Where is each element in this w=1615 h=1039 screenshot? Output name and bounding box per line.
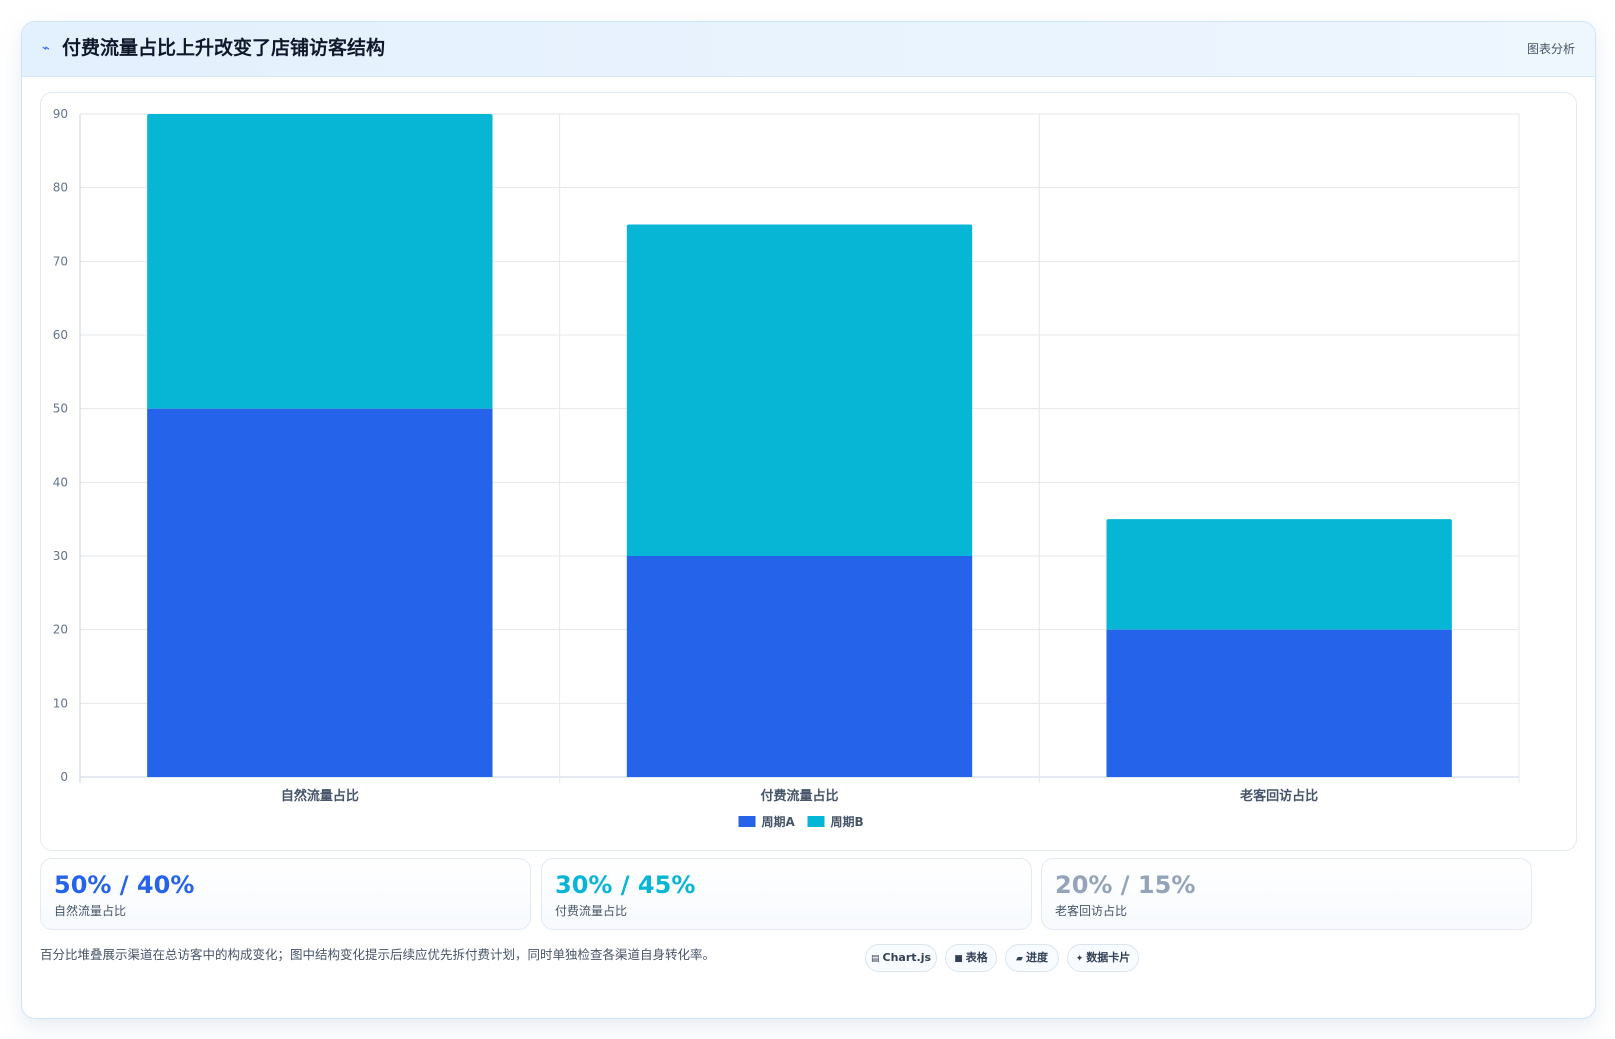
x-tick-label: 自然流量占比	[281, 788, 359, 804]
progress-icon: ▰	[1016, 954, 1023, 964]
card-icon: ✦	[1075, 954, 1084, 964]
header-tag: 图表分析	[1526, 42, 1575, 56]
card-header: ⌁ 付费流量占比上升改变了店铺访客结构 图表分析	[22, 22, 1595, 77]
legend-swatch	[738, 816, 756, 827]
bar-segment	[626, 224, 973, 556]
legend-label: 周期A	[762, 814, 796, 829]
pill-data-card[interactable]: ✦ 数据卡片	[1067, 944, 1139, 972]
y-tick-label: 90	[53, 107, 68, 121]
stat-label: 老客回访占比	[1055, 904, 1128, 918]
y-tick-label: 80	[53, 181, 68, 195]
table-icon: ■	[954, 954, 963, 964]
x-tick-label: 付费流量占比	[760, 788, 838, 804]
pill-label: 表格	[965, 951, 988, 964]
pill-progress[interactable]: ▰ 进度	[1005, 944, 1059, 972]
y-tick-label: 30	[53, 549, 68, 563]
trend-icon: ⌁	[42, 41, 50, 56]
stat-card-returning: 20% / 15% 老客回访占比	[1041, 858, 1532, 930]
bar-segment	[1106, 629, 1452, 777]
pill-label: 数据卡片	[1086, 951, 1131, 964]
stat-card-paid: 30% / 45% 付费流量占比	[541, 858, 1032, 930]
bar-segment	[1106, 519, 1452, 630]
chart-icon: ▤	[870, 954, 880, 964]
y-tick-label: 70	[53, 254, 68, 268]
bar-segment	[147, 408, 493, 777]
y-tick-label: 60	[53, 328, 68, 342]
pill-chartjs[interactable]: ▤ Chart.js	[865, 944, 937, 972]
stat-value: 30% / 45%	[555, 871, 696, 899]
stacked-bar-chart: 0 10 20 30 40 50 60 70 80 90 自然流量占比 付费流量占比 老客回访占比周期A…	[53, 107, 1520, 829]
x-tick-label: 老客回访占比	[1239, 788, 1318, 804]
stat-label: 付费流量占比	[555, 904, 628, 918]
legend-swatch	[807, 816, 825, 827]
pill-label: Chart.js	[882, 951, 932, 964]
bar-segment	[147, 114, 493, 409]
stat-card-natural: 50% / 40% 自然流量占比	[40, 858, 531, 930]
pill-table[interactable]: ■ 表格	[945, 944, 997, 972]
y-tick-label: 50	[53, 402, 68, 416]
y-tick-label: 20	[53, 623, 68, 637]
footnote: 百分比堆叠展示渠道在总访客中的构成变化；图中结构变化提示后续应优先拆付费计划，同…	[40, 947, 716, 962]
chart-card: ⌁ 付费流量占比上升改变了店铺访客结构 图表分析 0 10 20 30 40 50 60 70…	[21, 21, 1596, 1019]
stat-value: 50% / 40%	[54, 871, 195, 899]
legend-label: 周期B	[831, 814, 864, 829]
y-tick-label: 40	[53, 475, 68, 489]
chart-panel: 0 10 20 30 40 50 60 70 80 90 自然流量占比 付费流量占比 老客回访占比周期A…	[40, 92, 1577, 851]
bar-segment	[626, 556, 973, 777]
stat-label: 自然流量占比	[54, 904, 127, 918]
y-tick-label: 0	[60, 770, 68, 784]
page-title: 付费流量占比上升改变了店铺访客结构	[62, 37, 386, 59]
pill-label: 进度	[1025, 951, 1048, 964]
stat-value: 20% / 15%	[1055, 871, 1196, 899]
y-tick-label: 10	[53, 696, 68, 710]
